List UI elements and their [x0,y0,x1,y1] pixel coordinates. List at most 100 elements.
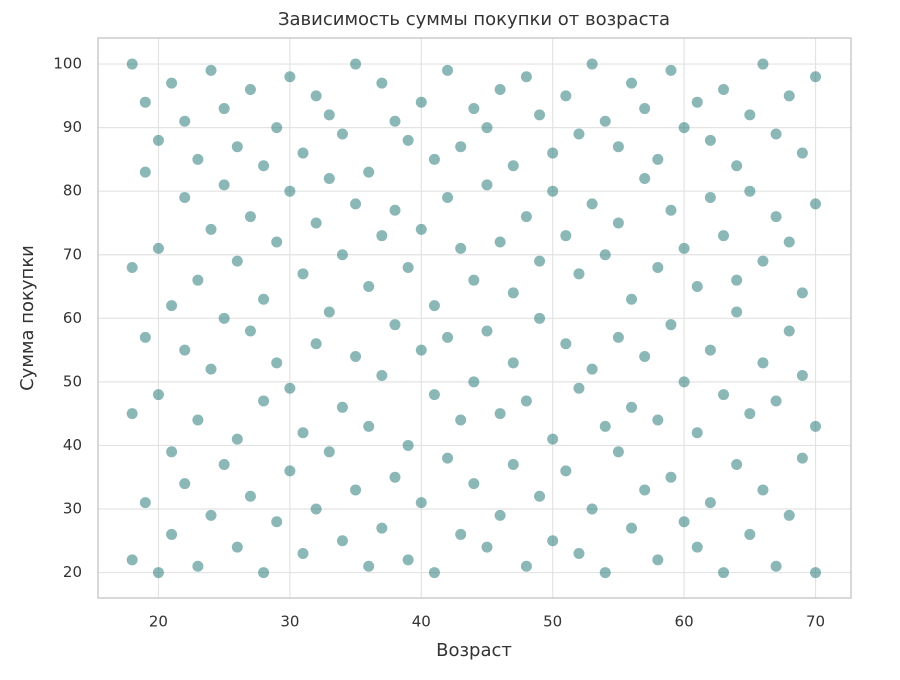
point [547,147,559,159]
point [415,344,427,356]
point [402,554,414,566]
point [428,389,440,401]
x-axis-label: Возраст [436,640,512,661]
point [402,261,414,273]
point [599,567,611,579]
point [573,548,585,560]
point [415,497,427,509]
point [783,236,795,248]
point [718,83,730,95]
point [573,382,585,394]
point [560,338,572,350]
point [205,223,217,235]
point [731,274,743,286]
point [652,153,664,165]
y-tick-label: 50 [63,372,82,390]
point [310,503,322,515]
point [586,58,598,70]
point [481,122,493,134]
point [218,179,230,191]
point [284,71,296,83]
point [534,255,546,267]
point [336,401,348,413]
point [376,522,388,534]
point [310,338,322,350]
point [718,567,730,579]
point [547,535,559,547]
point [494,236,506,248]
y-tick-label: 30 [63,500,82,518]
point [731,459,743,471]
point [612,141,624,153]
point [126,408,138,420]
point [258,395,270,407]
point [639,484,651,496]
point [192,274,204,286]
point [744,408,756,420]
point [455,414,467,426]
point [442,331,454,343]
point [442,64,454,76]
point [599,249,611,261]
y-tick-label: 100 [53,55,82,73]
y-tick-label: 70 [63,245,82,263]
point [704,192,716,204]
y-tick-label: 90 [63,118,82,136]
point [507,459,519,471]
point [455,242,467,254]
point [626,293,638,305]
point [810,71,822,83]
point [350,198,362,210]
point [534,490,546,502]
point [297,147,309,159]
point [468,103,480,115]
plot-frame [97,37,852,599]
point [376,370,388,382]
point [652,261,664,273]
point [796,452,808,464]
point [363,560,375,572]
point [586,503,598,515]
point [218,459,230,471]
point [258,160,270,172]
point [323,306,335,318]
point [665,319,677,331]
point [612,331,624,343]
point [271,357,283,369]
point [363,420,375,432]
chart-title: Зависимость суммы покупки от возраста [278,9,670,30]
point [770,128,782,140]
point [691,541,703,553]
point [166,77,178,89]
point [336,535,348,547]
point [179,478,191,490]
point [376,230,388,242]
point [271,236,283,248]
point [218,312,230,324]
point [691,427,703,439]
point [626,401,638,413]
point [323,172,335,184]
point [520,211,532,223]
point [152,567,164,579]
point [691,281,703,293]
point [481,179,493,191]
point [231,433,243,445]
point [297,548,309,560]
point [783,325,795,337]
point [494,83,506,95]
point [652,554,664,566]
point [415,96,427,108]
point [258,567,270,579]
point [652,414,664,426]
point [166,446,178,458]
point [455,141,467,153]
y-tick-label: 20 [63,563,82,581]
point [152,242,164,254]
point [376,77,388,89]
point [520,395,532,407]
point [310,217,322,229]
point [205,509,217,521]
point [534,109,546,121]
point [626,77,638,89]
